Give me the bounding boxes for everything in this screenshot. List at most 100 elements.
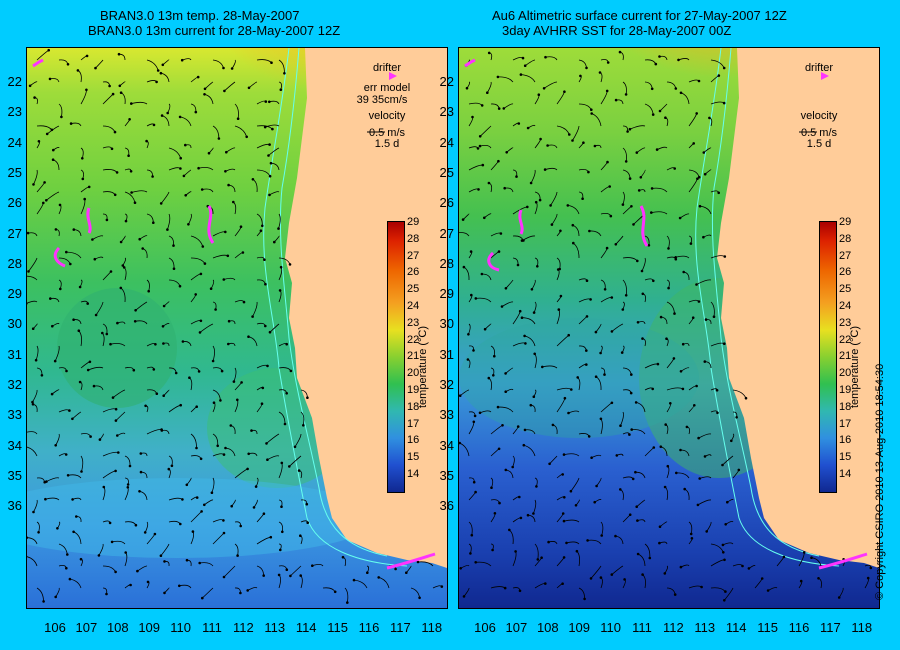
current-vector-head bbox=[563, 90, 566, 93]
current-vector-head bbox=[630, 428, 633, 431]
current-vector-head bbox=[118, 84, 122, 88]
current-vector-head bbox=[129, 583, 132, 587]
x-tick-label: 106 bbox=[474, 620, 496, 635]
current-vector-head bbox=[109, 270, 113, 273]
current-vector-head bbox=[163, 560, 166, 563]
current-vector-head bbox=[229, 424, 233, 427]
current-vector-head bbox=[65, 369, 68, 373]
current-vector-head bbox=[730, 439, 733, 443]
current-vector-head bbox=[91, 238, 94, 241]
current-vector-arrow bbox=[622, 191, 625, 205]
current-vector-head bbox=[735, 416, 738, 419]
current-vector-head bbox=[246, 589, 249, 592]
current-vector-head bbox=[562, 556, 566, 559]
left-drifter-track bbox=[86, 207, 92, 234]
current-vector-head bbox=[194, 293, 197, 296]
current-vector-head bbox=[236, 117, 240, 120]
current-vector-head bbox=[652, 446, 656, 449]
current-vector-head bbox=[159, 202, 163, 205]
current-vector-head bbox=[113, 130, 117, 134]
current-vector-arrow bbox=[600, 521, 604, 536]
x-tick-label: 115 bbox=[327, 620, 348, 635]
current-vector-arrow bbox=[622, 279, 627, 296]
current-vector-head bbox=[66, 553, 69, 556]
current-vector-head bbox=[544, 582, 547, 585]
current-vector-head bbox=[311, 564, 314, 567]
current-vector-head bbox=[285, 392, 289, 395]
current-vector-head bbox=[271, 127, 274, 131]
current-vector-head bbox=[262, 512, 266, 515]
current-vector-head bbox=[261, 224, 264, 228]
current-vector-head bbox=[599, 417, 603, 421]
x-tick-label: 113 bbox=[264, 620, 286, 635]
current-vector-head bbox=[760, 577, 764, 580]
current-vector-arrow bbox=[46, 477, 60, 482]
current-vector-arrow bbox=[468, 323, 471, 335]
current-vector-head bbox=[187, 223, 190, 226]
current-vector-head bbox=[672, 357, 676, 360]
current-vector-head bbox=[587, 170, 590, 174]
current-vector-head bbox=[605, 246, 609, 250]
current-vector-arrow bbox=[223, 565, 236, 578]
current-vector-head bbox=[222, 278, 226, 281]
current-vector-head bbox=[636, 552, 640, 556]
y-tick-label: 25 bbox=[7, 164, 22, 180]
right-colorbar-title: temperature (°C) bbox=[849, 325, 861, 408]
current-vector-head bbox=[289, 574, 292, 578]
current-vector-head bbox=[682, 270, 685, 274]
y-tick-label: 27 bbox=[7, 225, 22, 241]
current-vector-head bbox=[650, 87, 654, 91]
current-vector-head bbox=[220, 369, 224, 373]
current-vector-arrow bbox=[475, 297, 492, 303]
current-vector-head bbox=[585, 349, 588, 352]
current-vector-head bbox=[606, 61, 610, 64]
current-vector-head bbox=[108, 84, 111, 88]
current-vector-arrow bbox=[490, 345, 495, 357]
y-tick-label: 36 bbox=[439, 498, 454, 514]
current-vector-arrow bbox=[659, 521, 668, 528]
x-tick-label: 118 bbox=[421, 620, 443, 635]
current-vector-head bbox=[266, 364, 269, 368]
current-vector-head bbox=[658, 55, 661, 58]
current-vector-arrow bbox=[568, 410, 580, 414]
current-vector-head bbox=[159, 554, 163, 557]
current-vector-head bbox=[505, 151, 508, 154]
current-vector-head bbox=[279, 548, 282, 552]
current-vector-arrow bbox=[27, 537, 38, 545]
current-vector-arrow bbox=[202, 188, 214, 193]
current-vector-arrow bbox=[135, 320, 148, 325]
current-vector-arrow bbox=[80, 455, 84, 472]
current-vector-head bbox=[153, 532, 157, 536]
current-vector-head bbox=[139, 452, 143, 455]
current-vector-head bbox=[641, 292, 645, 296]
current-vector-head bbox=[232, 380, 236, 383]
current-vector-arrow bbox=[226, 147, 236, 153]
current-vector-arrow bbox=[188, 213, 192, 225]
current-vector-head bbox=[504, 372, 507, 375]
current-vector-head bbox=[69, 122, 73, 125]
current-vector-head bbox=[178, 284, 182, 288]
current-vector-head bbox=[563, 396, 567, 400]
current-vector-arrow bbox=[27, 556, 38, 567]
current-vector-arrow bbox=[550, 191, 558, 206]
current-vector-head bbox=[201, 596, 204, 600]
current-vector-head bbox=[299, 534, 302, 537]
current-vector-head bbox=[268, 174, 272, 178]
y-tick-label: 34 bbox=[439, 437, 454, 453]
current-vector-head bbox=[634, 470, 637, 474]
current-vector-head bbox=[534, 200, 538, 204]
current-vector-arrow bbox=[521, 317, 536, 325]
current-vector-head bbox=[66, 474, 70, 477]
current-vector-head bbox=[631, 477, 635, 481]
current-vector-head bbox=[222, 519, 225, 522]
colorbar-tick-label: 29 bbox=[839, 216, 852, 228]
current-vector-head bbox=[535, 485, 538, 488]
current-vector-arrow bbox=[95, 59, 104, 69]
current-vector-head bbox=[540, 556, 543, 559]
current-vector-head bbox=[45, 199, 48, 202]
current-vector-head bbox=[139, 470, 143, 474]
current-vector-head bbox=[503, 186, 506, 190]
colorbar-tick-label: 22 bbox=[839, 333, 852, 346]
current-vector-head bbox=[467, 333, 470, 336]
current-vector-head bbox=[501, 424, 504, 427]
